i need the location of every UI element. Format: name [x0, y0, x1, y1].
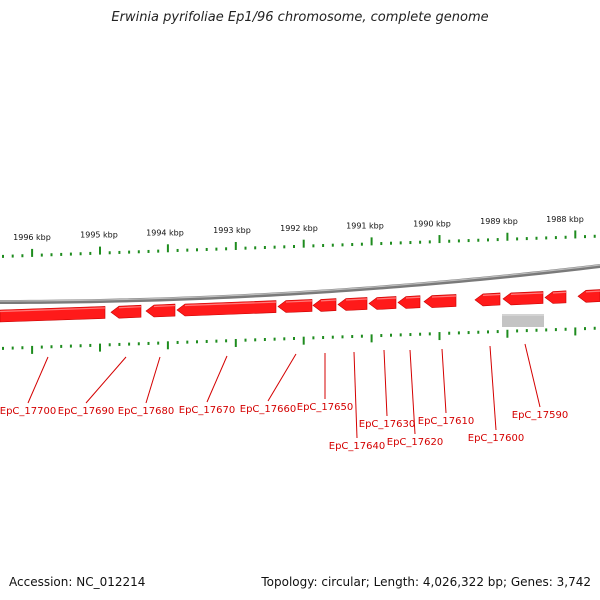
gene-label-leader: [206, 355, 228, 403]
gene-label-leader: [441, 348, 447, 414]
gene-arrow-highlight: [482, 293, 501, 296]
other-features: [502, 314, 544, 327]
scale-label-kbp: 1993 kbp: [213, 226, 251, 235]
gene-arrow-highlight: [345, 298, 368, 301]
gene-label-epc-17620: EpC_17620: [387, 437, 443, 448]
gene-label-epc-17660: EpC_17660: [240, 404, 296, 415]
gene-arrow: [577, 289, 600, 303]
gene-arrow-highlight: [0, 307, 106, 313]
gene-arrow-highlight: [118, 306, 142, 309]
gene-arrow: [277, 299, 313, 313]
gene-arrow: [337, 297, 368, 311]
accession-text: Accession: NC_012214: [9, 575, 146, 589]
gene-arrow-highlight: [552, 291, 567, 294]
chromosome-backbone-highlight: [0, 264, 600, 302]
gene-label-epc-17670: EpC_17670: [179, 405, 235, 416]
scale-label-kbp: 1996 kbp: [13, 233, 51, 242]
gene-arrow: [145, 303, 176, 318]
gene-arrow-highlight: [285, 300, 313, 303]
gene-arrow-highlight: [153, 304, 176, 308]
gene-arrow-highlight: [184, 301, 277, 307]
gene-label-leader: [489, 345, 497, 431]
gene-label-epc-17700: EpC_17700: [0, 406, 56, 417]
gene-label-leader: [383, 349, 388, 417]
gene-label-epc-17630: EpC_17630: [359, 419, 415, 430]
gene-arrow: [423, 294, 457, 308]
gene-arrow: [397, 295, 421, 309]
gene-label-leader: [85, 356, 127, 404]
gene-label-epc-17590: EpC_17590: [512, 410, 568, 421]
scale-label-kbp: 1988 kbp: [546, 215, 584, 224]
gene-arrow: [312, 298, 337, 312]
gene-arrow-highlight: [510, 292, 544, 295]
gene-label-epc-17600: EpC_17600: [468, 433, 524, 444]
scale-label-kbp: 1995 kbp: [80, 231, 118, 240]
gene-labels: EpC_17700 EpC_17690 EpC_17680 EpC_17670 EpC_…: [0, 402, 568, 452]
gene-label-leader: [145, 356, 161, 404]
gene-label-epc-17640: EpC_17640: [329, 441, 385, 452]
gene-label-leader: [27, 356, 49, 404]
other-feature-block: [502, 314, 544, 327]
gene-label-leader: [524, 343, 541, 408]
chromosome-backbone-line: [0, 264, 600, 304]
upper-scale-ticks: [2, 230, 596, 258]
topology-text: Topology: circular; Length: 4,026,322 bp…: [261, 575, 591, 589]
gene-label-epc-17650: EpC_17650: [297, 402, 353, 413]
gene-arrow: [474, 292, 501, 307]
gene-label-leader: [353, 351, 358, 439]
lower-scale-ticks: [2, 326, 596, 354]
gene-arrow-highlight: [320, 299, 337, 302]
gene-label-leaders: [27, 343, 541, 439]
gene-arrow: [110, 304, 142, 319]
scale-labels: 1996 kbp 1995 kbp 1994 kbp 1993 kbp 1992 kbp…: [13, 215, 584, 242]
map-title: Erwinia pyrifoliae Ep1/96 chromosome, co…: [111, 10, 489, 25]
gene-label-epc-17690: EpC_17690: [58, 406, 114, 417]
gene-label-leader: [267, 353, 297, 402]
gene-arrow: [544, 290, 567, 304]
gene-arrow-highlight: [585, 290, 600, 293]
scale-label-kbp: 1990 kbp: [413, 219, 451, 228]
scale-label-kbp: 1991 kbp: [346, 222, 384, 231]
gene-label-epc-17610: EpC_17610: [418, 416, 474, 427]
gene-label-leader: [409, 349, 416, 435]
gene-features: [0, 289, 600, 323]
scale-label-kbp: 1994 kbp: [146, 228, 184, 237]
scale-label-kbp: 1989 kbp: [480, 217, 518, 226]
gene-arrow-highlight: [405, 296, 421, 299]
gene-arrow-highlight: [431, 295, 457, 298]
gene-label-epc-17680: EpC_17680: [118, 406, 174, 417]
chromosome-backbone: [0, 264, 600, 304]
scale-label-kbp: 1992 kbp: [280, 224, 318, 233]
gene-arrow-highlight: [376, 297, 397, 300]
gene-arrow: [368, 296, 397, 310]
